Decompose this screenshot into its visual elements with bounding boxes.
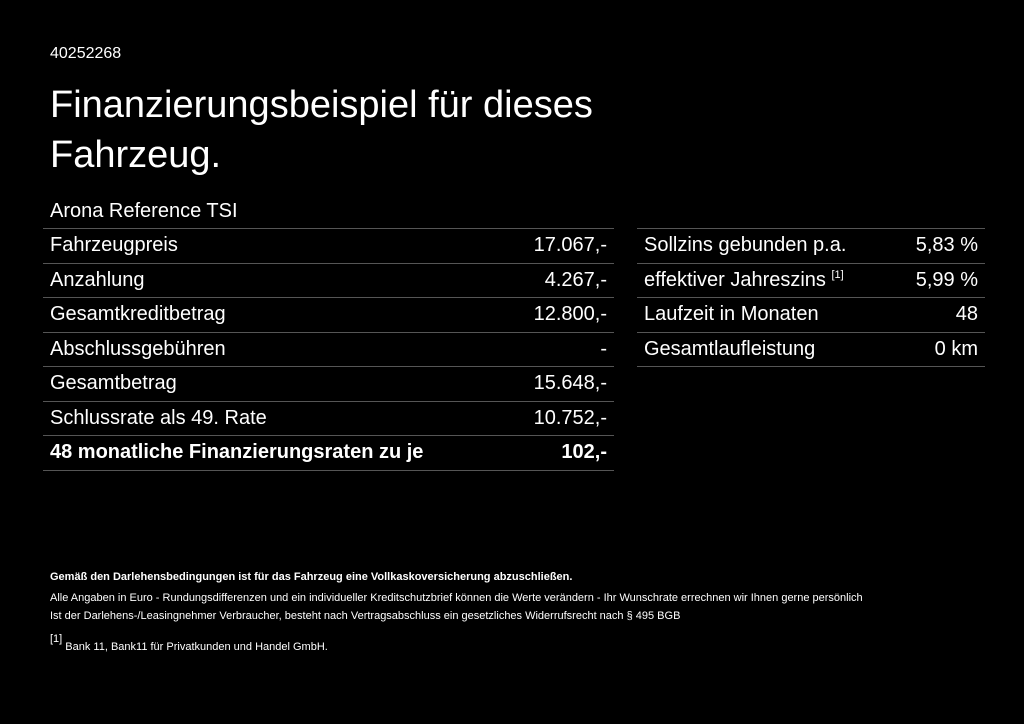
row-label: Schlussrate als 49. Rate: [43, 400, 509, 436]
finance-table: Fahrzeugpreis 17.067,- Anzahlung 4.267,- Ges…: [43, 228, 614, 471]
table-row: Schlussrate als 49. Rate 10.752,-: [43, 400, 614, 436]
note-line: Alle Angaben in Euro - Rundungsdifferenz…: [50, 592, 863, 604]
table-row: Laufzeit in Monaten 48: [637, 297, 985, 332]
table-row: Sollzins gebunden p.a. 5,83 %: [637, 228, 985, 263]
row-value: 5,99 %: [894, 262, 985, 298]
row-value: 48: [894, 297, 985, 332]
row-value: 10.752,-: [508, 400, 614, 436]
row-label: Gesamtlaufleistung: [637, 331, 895, 367]
row-value: 15.648,-: [508, 366, 614, 401]
footnote: [1] Bank 11, Bank11 für Privatkunden und…: [50, 633, 328, 653]
note-bold: Gemäß den Darlehensbedingungen ist für d…: [50, 571, 573, 583]
row-label: Gesamtkreditbetrag: [43, 297, 509, 332]
footnote-text: Bank 11, Bank11 für Privatkunden und Han…: [65, 641, 328, 653]
row-label: Laufzeit in Monaten: [637, 297, 895, 332]
row-value: 12.800,-: [508, 297, 614, 332]
table-row: Gesamtkreditbetrag 12.800,-: [43, 297, 614, 332]
table-row: effektiver Jahreszins [1] 5,99 %: [637, 262, 985, 298]
row-label: Fahrzeugpreis: [43, 228, 509, 263]
row-value: 5,83 %: [894, 228, 985, 263]
footnote-marker: [1]: [50, 633, 63, 645]
row-label: Anzahlung: [43, 262, 509, 298]
rate-table: Sollzins gebunden p.a. 5,83 % effektiver J…: [637, 228, 985, 367]
table-row: Fahrzeugpreis 17.067,-: [43, 228, 614, 263]
row-label: effektiver Jahreszins [1]: [637, 262, 895, 298]
row-label: Abschlussgebühren: [43, 331, 509, 367]
vehicle-id: 40252268: [50, 45, 122, 62]
row-value: 17.067,-: [508, 228, 614, 263]
row-label: Gesamtbetrag: [43, 366, 509, 401]
table-row: Gesamtbetrag 15.648,-: [43, 366, 614, 401]
table-row: 48 monatliche Finanzierungsraten zu je 10…: [43, 435, 614, 471]
row-value: 102,-: [508, 435, 614, 471]
table-caption: Arona Reference TSI: [50, 200, 238, 222]
row-label: Sollzins gebunden p.a.: [637, 228, 895, 263]
footnote-marker: [1]: [831, 268, 844, 281]
row-value: -: [508, 331, 614, 367]
note-line: Ist der Darlehens-/Leasingnehmer Verbrau…: [50, 610, 681, 622]
page-title: Finanzierungsbeispiel für dieses Fahrzeu…: [50, 84, 593, 176]
row-value: 4.267,-: [508, 262, 614, 298]
table-row: Abschlussgebühren -: [43, 331, 614, 367]
row-label: 48 monatliche Finanzierungsraten zu je: [43, 435, 509, 471]
table-row: Anzahlung 4.267,-: [43, 262, 614, 298]
table-row: Gesamtlaufleistung 0 km: [637, 331, 985, 367]
row-value: 0 km: [894, 331, 985, 367]
